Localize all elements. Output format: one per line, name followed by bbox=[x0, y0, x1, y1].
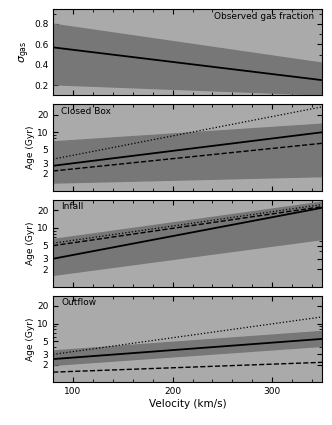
Text: Outflow: Outflow bbox=[61, 298, 96, 307]
Y-axis label: Age (Gyr): Age (Gyr) bbox=[26, 221, 36, 265]
X-axis label: Velocity (km/s): Velocity (km/s) bbox=[149, 399, 226, 409]
Text: Infall: Infall bbox=[61, 202, 84, 212]
Y-axis label: $\sigma_{\rm gas}$: $\sigma_{\rm gas}$ bbox=[18, 41, 33, 63]
Y-axis label: Age (Gyr): Age (Gyr) bbox=[26, 317, 36, 361]
Text: Closed Box: Closed Box bbox=[61, 107, 111, 116]
Y-axis label: Age (Gyr): Age (Gyr) bbox=[26, 126, 36, 170]
Text: Observed gas fraction: Observed gas fraction bbox=[214, 12, 314, 21]
